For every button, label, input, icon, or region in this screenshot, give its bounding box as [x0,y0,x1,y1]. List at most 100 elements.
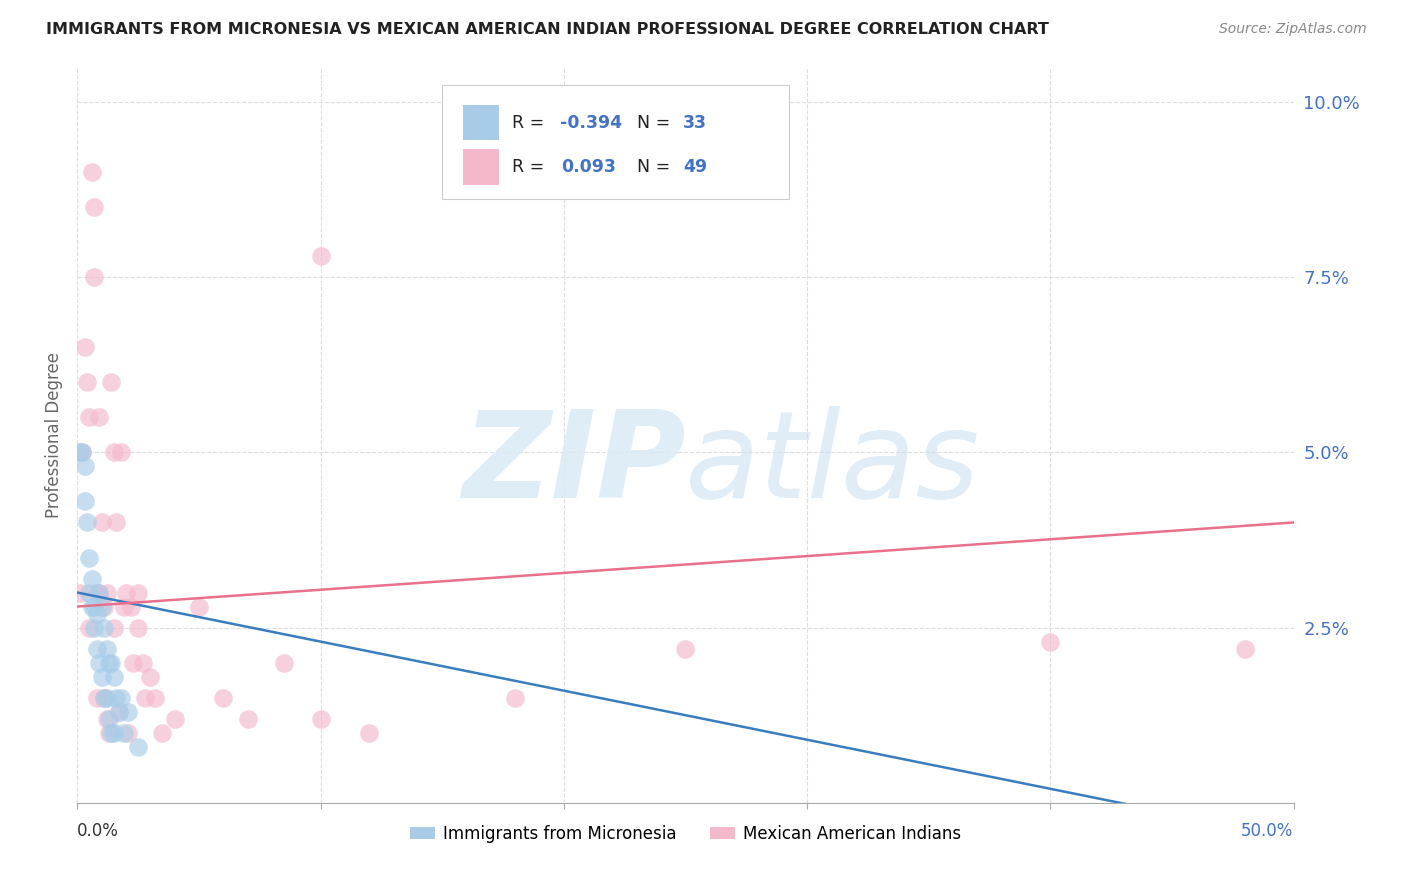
Text: atlas: atlas [686,406,981,523]
Point [69,445,91,459]
Point [96,641,118,656]
Point [79,410,101,425]
Point [309,249,332,263]
Point [134,690,156,705]
Point [69,585,91,599]
Point [90,516,112,530]
Point [93,621,115,635]
Point [117,725,139,739]
Point [97,712,120,726]
Point [122,656,145,670]
Point [105,690,128,705]
Point [143,690,166,705]
Text: R =: R = [512,158,550,176]
Point [73,459,96,474]
Point [100,656,122,670]
Point [120,599,142,614]
Point [112,725,135,739]
Text: Source: ZipAtlas.com: Source: ZipAtlas.com [1219,22,1367,37]
Point [309,712,332,726]
Point [359,725,381,739]
Point [89,585,111,599]
Point [89,410,111,425]
Point [90,670,112,684]
Point [83,270,105,285]
Point [93,690,115,705]
Point [110,445,132,459]
Point [76,516,98,530]
Point [1233,641,1256,656]
Point [105,516,128,530]
Text: -0.394: -0.394 [560,114,623,132]
Point [115,585,138,599]
Point [93,599,115,614]
Point [89,585,111,599]
Point [112,599,135,614]
Point [89,656,111,670]
Point [1039,634,1062,648]
Y-axis label: Professional Degree: Professional Degree [45,351,63,518]
Point [73,494,96,508]
Point [127,739,149,754]
Point [117,705,139,719]
Text: N =: N = [637,114,675,132]
Point [127,621,149,635]
Point [70,445,93,459]
Point [152,725,174,739]
Point [107,705,129,719]
Point [86,607,108,621]
Point [79,621,101,635]
Text: N =: N = [637,158,675,176]
Point [139,670,162,684]
Point [163,712,186,726]
Point [188,599,211,614]
Point [107,705,129,719]
Point [100,376,122,390]
Point [86,585,108,599]
Point [90,599,112,614]
FancyBboxPatch shape [463,149,499,185]
Point [100,725,122,739]
Point [73,340,96,354]
Point [86,641,108,656]
Point [96,690,118,705]
Text: ZIP: ZIP [461,406,686,523]
Point [80,599,103,614]
Point [76,376,98,390]
Text: R =: R = [512,114,550,132]
Point [97,725,120,739]
Point [70,445,93,459]
Point [127,585,149,599]
Text: 0.0%: 0.0% [77,822,120,840]
Point [86,690,108,705]
Point [79,585,101,599]
Point [103,725,125,739]
FancyBboxPatch shape [441,86,789,200]
Text: 50.0%: 50.0% [1241,822,1294,840]
Point [675,641,697,656]
Point [96,712,118,726]
Point [103,445,125,459]
Text: 33: 33 [683,114,707,132]
Point [80,165,103,179]
Point [96,585,118,599]
Point [503,690,526,705]
FancyBboxPatch shape [463,105,499,140]
Point [97,656,120,670]
Point [83,599,105,614]
Point [103,670,125,684]
Text: IMMIGRANTS FROM MICRONESIA VS MEXICAN AMERICAN INDIAN PROFESSIONAL DEGREE CORREL: IMMIGRANTS FROM MICRONESIA VS MEXICAN AM… [46,22,1049,37]
Point [83,200,105,214]
Point [79,550,101,565]
Point [93,690,115,705]
Point [273,656,295,670]
Point [80,572,103,586]
Text: 49: 49 [683,158,707,176]
Point [83,621,105,635]
Text: 0.093: 0.093 [561,158,616,176]
Point [212,690,235,705]
Point [132,656,155,670]
Point [236,712,259,726]
Point [103,621,125,635]
Point [110,690,132,705]
